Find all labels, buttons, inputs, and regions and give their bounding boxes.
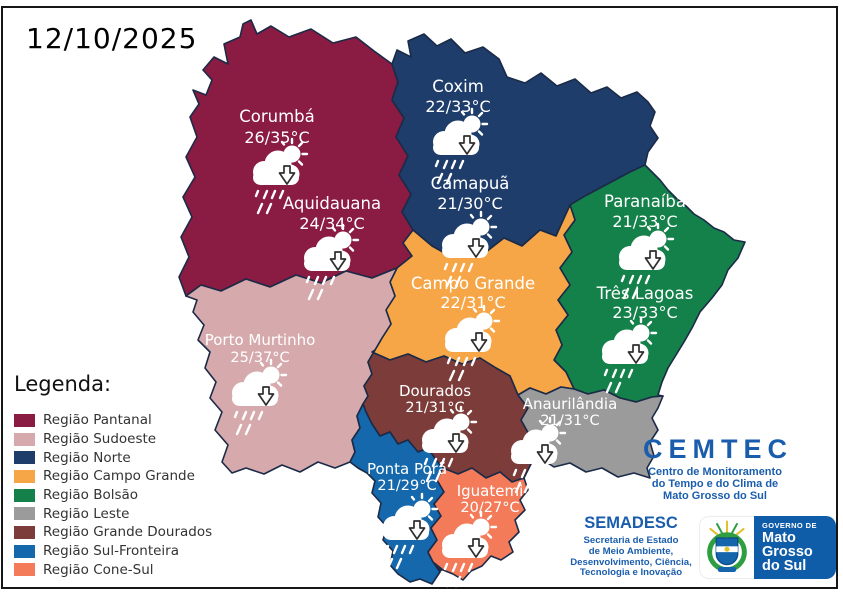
legend-item-grande-dourados: Região Grande Dourados xyxy=(14,523,212,542)
color-swatch xyxy=(14,469,35,483)
color-swatch xyxy=(14,525,35,539)
legend-item-cone-sul: Região Cone-Sul xyxy=(14,561,212,580)
color-swatch xyxy=(14,563,35,577)
city-label-porto-murtinho: Porto Murtinho 25/37°C xyxy=(205,331,316,366)
svg-text:Aquidauana: Aquidauana xyxy=(283,194,381,213)
svg-text:Três Lagoas: Três Lagoas xyxy=(596,284,694,303)
city-label-dourados: Dourados 21/31°C xyxy=(399,382,471,416)
svg-text:Coxim: Coxim xyxy=(432,77,484,96)
svg-text:Corumbá: Corumbá xyxy=(239,107,315,126)
color-swatch xyxy=(14,488,35,502)
color-swatch xyxy=(14,432,35,446)
semadesc-logo: SEMADESC Secretaria de Estado de Meio Am… xyxy=(568,514,694,579)
legend: Legenda: Região Pantanal Região Sudoeste… xyxy=(14,372,212,579)
city-label-tres-lagoas: Três Lagoas 23/33°C xyxy=(596,284,694,322)
city-label-paranaiba: Paranaíba 21/33°C xyxy=(604,192,686,231)
svg-text:Porto Murtinho: Porto Murtinho xyxy=(205,331,316,349)
city-label-camapua: Camapuã 21/30°C xyxy=(431,174,510,213)
svg-text:21/30°C: 21/30°C xyxy=(437,194,502,213)
cemtec-logo: CEMTEC Centro de Monitoramento do Tempo … xyxy=(634,434,796,503)
svg-text:21/29°C: 21/29°C xyxy=(377,478,436,494)
svg-text:21/33°C: 21/33°C xyxy=(612,212,677,231)
legend-item-leste: Região Leste xyxy=(14,504,212,523)
svg-text:21/31°C: 21/31°C xyxy=(405,400,464,416)
svg-text:26/35°C: 26/35°C xyxy=(244,128,309,147)
semadesc-subtitle: Secretaria de Estado de Meio Ambiente, D… xyxy=(570,535,692,579)
city-label-ponta-pora: Ponta Porã 21/29°C xyxy=(367,460,447,494)
governo-ms-logo: GOVERNO DE Mato Grosso do Sul xyxy=(699,516,836,579)
legend-title: Legenda: xyxy=(14,372,112,396)
city-label-coxim: Coxim 22/33°C xyxy=(425,77,490,116)
svg-text:22/33°C: 22/33°C xyxy=(425,97,490,116)
svg-text:23/33°C: 23/33°C xyxy=(612,303,677,322)
svg-text:Iguatemi: Iguatemi xyxy=(457,482,524,500)
city-label-anaurilandia: Anaurilândia 21/31°C xyxy=(523,395,618,429)
legend-item-pantanal: Região Pantanal xyxy=(14,411,212,430)
region-norte xyxy=(391,33,659,257)
city-label-corumba: Corumbá 26/35°C xyxy=(239,107,315,147)
svg-text:21/31°C: 21/31°C xyxy=(540,413,599,429)
svg-text:25/37°C: 25/37°C xyxy=(230,350,289,366)
svg-text:22/31°C: 22/31°C xyxy=(440,293,505,312)
svg-text:20/27°C: 20/27°C xyxy=(460,500,519,516)
legend-item-sudoeste: Região Sudoeste xyxy=(14,430,212,449)
semadesc-wordmark: SEMADESC xyxy=(584,514,678,532)
svg-text:Campo Grande: Campo Grande xyxy=(411,274,535,293)
svg-text:Ponta Porã: Ponta Porã xyxy=(367,460,447,478)
cemtec-subtitle: Centro de Monitoramento do Tempo e do Cl… xyxy=(648,466,782,503)
svg-text:24/34°C: 24/34°C xyxy=(299,214,364,233)
city-label-aquidauana: Aquidauana 24/34°C xyxy=(283,194,381,233)
city-label-iguatemi: Iguatemi 20/27°C xyxy=(457,482,524,516)
svg-text:Paranaíba: Paranaíba xyxy=(604,192,686,211)
date-label: 12/10/2025 xyxy=(26,22,198,55)
svg-text:Dourados: Dourados xyxy=(399,382,471,400)
governo-ms-text: GOVERNO DE Mato Grosso do Sul xyxy=(754,516,836,579)
legend-item-bolsao: Região Bolsão xyxy=(14,486,212,505)
color-swatch xyxy=(14,544,35,558)
color-swatch xyxy=(14,451,35,465)
color-swatch xyxy=(14,413,35,427)
svg-text:Camapuã: Camapuã xyxy=(431,174,510,193)
svg-text:Anaurilândia: Anaurilândia xyxy=(523,395,618,413)
legend-item-sul-fronteira: Região Sul-Fronteira xyxy=(14,542,212,561)
legend-item-campo-grande: Região Campo Grande xyxy=(14,467,212,486)
city-label-campo-grande: Campo Grande 22/31°C xyxy=(411,274,535,312)
color-swatch xyxy=(14,507,35,521)
coat-of-arms-icon xyxy=(699,516,754,579)
legend-item-norte: Região Norte xyxy=(14,448,212,467)
cemtec-wordmark: CEMTEC xyxy=(643,434,793,464)
